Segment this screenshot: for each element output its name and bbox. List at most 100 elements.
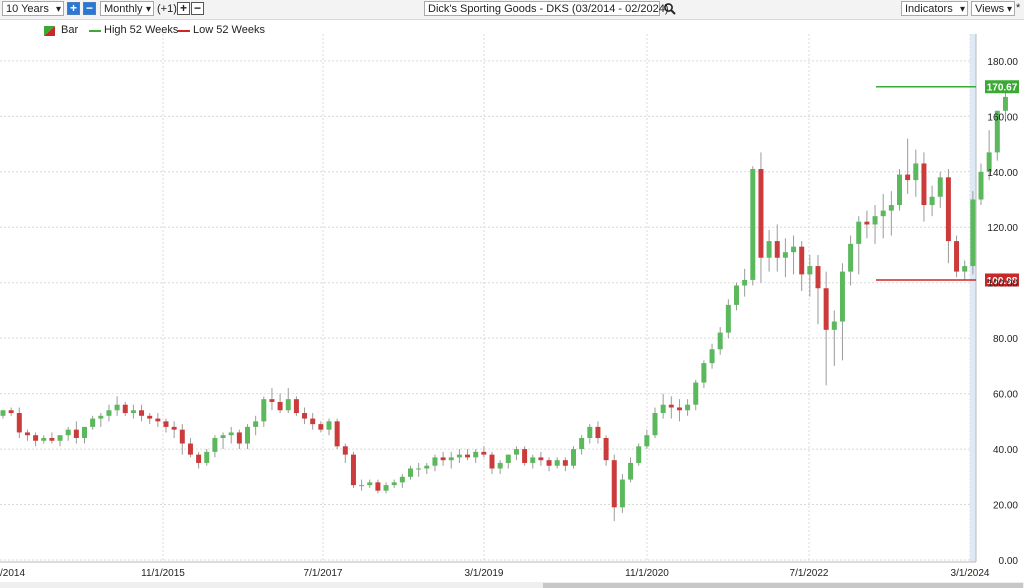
candle-body: [660, 404, 666, 414]
candle-body: [147, 415, 153, 419]
y-tick-label: 140.00: [987, 168, 1018, 179]
candle-body: [888, 205, 894, 211]
candle-body: [350, 454, 356, 486]
candle-body: [440, 457, 446, 461]
candle-body: [334, 421, 340, 447]
chart-legend: Bar High 52 Weeks Low 52 Weeks: [0, 22, 1024, 38]
axis-layer: 0.00 20.00 40.00 60.00 80.00 100.00 120.00 140.…: [0, 57, 1018, 579]
candle-body: [399, 476, 405, 483]
level-layer: 170.67 100.98: [876, 80, 1019, 287]
candle-body: [424, 465, 430, 469]
candle-body: [619, 479, 625, 508]
candle-body: [253, 421, 259, 427]
candle-body: [978, 171, 984, 200]
candle-body: [342, 446, 348, 455]
candle-body: [57, 435, 63, 441]
candle-body: [815, 266, 821, 289]
candle-body: [1002, 96, 1008, 111]
candle-body: [375, 482, 381, 491]
candle-body: [807, 266, 813, 275]
candle-body: [326, 421, 332, 430]
candle-body: [155, 418, 161, 422]
candle-body: [595, 426, 601, 438]
candle-body: [880, 210, 886, 217]
candle-body: [302, 413, 308, 419]
candle-body: [734, 285, 739, 305]
candle-body: [98, 415, 104, 419]
candle-body: [49, 437, 55, 441]
candle-body: [701, 363, 707, 383]
x-tick-label: 3/1/2019: [465, 568, 504, 579]
minus-icon: −: [85, 1, 93, 15]
candle-body: [717, 332, 723, 350]
candle-body: [603, 437, 609, 461]
low-52-weeks-badge: [985, 273, 1019, 287]
candle-body: [318, 424, 324, 430]
toolbar: 10 Years + − Monthly (+1) + − Dick's Spo…: [0, 0, 1024, 20]
candle-body: [473, 451, 479, 458]
candle-body: [897, 174, 902, 206]
candle-body: [831, 321, 837, 330]
candle-body: [139, 410, 145, 416]
candle-body: [82, 426, 87, 438]
candle-body: [481, 451, 487, 455]
x-tick-label: 11/1/2015: [141, 568, 185, 579]
candle-body: [709, 349, 715, 364]
candle-body: [685, 404, 691, 411]
views-menu[interactable]: Views: [971, 1, 1015, 17]
candle-body: [359, 485, 365, 487]
candle-body: [130, 410, 136, 414]
y-tick-label: 20.00: [993, 501, 1018, 512]
candle-body: [587, 426, 593, 438]
candle-body: [245, 426, 250, 444]
candle-body: [937, 177, 943, 197]
interval-select[interactable]: Monthly: [100, 1, 154, 17]
candle-body: [579, 437, 585, 450]
candle-body: [766, 241, 772, 258]
candle-body: [228, 432, 234, 436]
candle-body: [774, 241, 780, 258]
y-tick-label: 120.00: [987, 223, 1018, 234]
candle-body: [106, 410, 112, 416]
candle-body: [114, 404, 120, 411]
candle-body: [171, 426, 177, 430]
candle-body: [489, 454, 495, 469]
candle-body: [921, 163, 927, 206]
candle-body: [750, 169, 756, 280]
zoom-out-button[interactable]: −: [83, 2, 96, 15]
candle-body: [611, 460, 617, 508]
candle-body: [391, 482, 397, 486]
candle-body: [33, 435, 39, 441]
candle-body: [310, 418, 316, 425]
candle-body: [261, 399, 267, 422]
candle-body: [905, 174, 911, 181]
candle-body: [187, 443, 193, 455]
horizontal-scrollbar-track[interactable]: [0, 582, 1024, 588]
high-52-weeks-badge: [985, 80, 1019, 94]
magnifier-icon[interactable]: [663, 2, 677, 16]
symbol-input[interactable]: Dick's Sporting Goods - DKS (03/2014 - 0…: [424, 1, 669, 16]
candle-body: [652, 413, 658, 436]
indicators-menu[interactable]: Indicators: [901, 1, 968, 17]
asterisk-marker: *: [1016, 2, 1021, 14]
candle-body: [954, 241, 960, 272]
offset-increase-button[interactable]: +: [177, 2, 190, 15]
period-select[interactable]: 10 Years: [2, 1, 64, 17]
candle-body: [179, 429, 185, 444]
offset-decrease-button[interactable]: −: [191, 2, 204, 15]
candle-body: [725, 304, 731, 333]
candle-body: [636, 446, 642, 463]
candle-body: [0, 410, 6, 416]
candle-body: [16, 413, 22, 433]
horizontal-scrollbar-thumb[interactable]: [543, 583, 1023, 588]
candle-body: [994, 110, 1000, 153]
candle-body: [236, 432, 242, 444]
y-tick-label: 180.00: [987, 57, 1018, 68]
candle-body: [676, 407, 682, 411]
zoom-in-button[interactable]: +: [67, 2, 80, 15]
candle-body: [554, 460, 560, 466]
candle-body: [839, 271, 845, 322]
candle-body: [628, 462, 634, 480]
candle-body: [269, 399, 275, 402]
